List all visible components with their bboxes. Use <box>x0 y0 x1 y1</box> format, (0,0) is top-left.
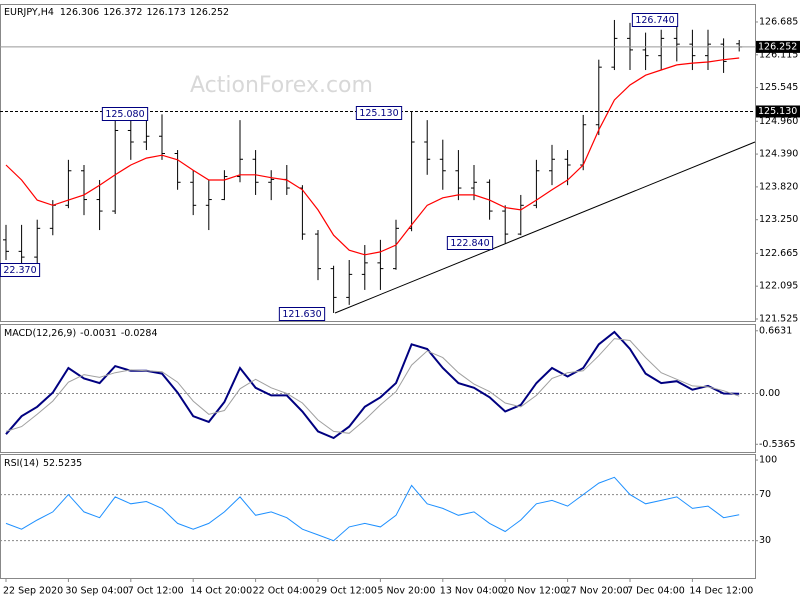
y-tick-label: 123.820 <box>759 181 798 192</box>
macd-title: MACD(12,26,9) <box>4 328 76 339</box>
x-tick-label: 22 Oct 04:00 <box>253 586 315 597</box>
x-tick-label: 7 Oct 12:00 <box>128 586 184 597</box>
moving-average <box>5 57 740 256</box>
symbol: EURJPY,H4 <box>4 7 54 18</box>
annotation: 121.630 <box>282 309 321 320</box>
macd-main-last: -0.0031 <box>80 328 117 339</box>
annotation: 125.130 <box>359 108 398 119</box>
macd-panel <box>0 324 756 453</box>
x-tick-label: 5 Nov 20:00 <box>377 586 435 597</box>
annotation-box <box>355 106 403 120</box>
header-close: 126.252 <box>190 7 229 18</box>
y-tick-label: -0.5365 <box>759 439 796 450</box>
y-tick-label: 126.115 <box>759 49 798 60</box>
rsi-title: RSI(14) <box>4 458 39 469</box>
macd-signal-last: -0.0284 <box>121 328 158 339</box>
x-tick-label: 7 Dec 04:00 <box>627 586 685 597</box>
x-tick-label: 20 Nov 12:00 <box>502 586 566 597</box>
price-label: 126.252 <box>758 41 797 52</box>
y-tick-label: 124.390 <box>759 149 798 160</box>
x-tick-label: 29 Oct 12:00 <box>315 586 377 597</box>
y-tick-label: 125.545 <box>759 82 798 93</box>
annotation: 122.840 <box>450 238 489 249</box>
price-label-box <box>756 40 800 53</box>
y-tick-label: 124.960 <box>759 116 798 127</box>
macd-header: MACD(12,26,9) -0.0031 -0.0284 <box>4 328 158 339</box>
y-tick-label: 30 <box>759 535 771 546</box>
header-open: 126.306 <box>60 7 99 18</box>
x-tick-label: 30 Sep 04:00 <box>65 586 128 597</box>
x-tick-label: 27 Nov 20:00 <box>565 586 629 597</box>
watermark: ActionForex.com <box>190 73 373 98</box>
annotation-box <box>101 107 149 121</box>
y-tick-label: 122.095 <box>759 281 798 292</box>
x-tick-label: 14 Oct 20:00 <box>190 586 252 597</box>
price-panel <box>0 4 756 322</box>
series-line <box>5 476 740 542</box>
y-tick-label: 123.250 <box>759 214 798 225</box>
y-tick-label: 100 <box>759 455 777 466</box>
y-tick-label: 0.6631 <box>759 325 792 336</box>
price-label-box <box>756 105 800 118</box>
annotation-box <box>278 307 326 321</box>
x-tick-label: 13 Nov 04:00 <box>440 586 504 597</box>
y-tick-label: 122.665 <box>759 248 798 259</box>
annotation-box <box>631 13 679 27</box>
annotation: 125.080 <box>105 109 144 120</box>
annotation: 22.370 <box>3 265 36 276</box>
y-tick-label: 121.525 <box>759 313 798 324</box>
y-tick-label: 126.685 <box>759 16 798 27</box>
rsi-panel <box>0 454 756 579</box>
y-tick-label: 0.00 <box>759 388 780 399</box>
price-label: 125.130 <box>758 106 797 117</box>
rsi-header: RSI(14) 52.5235 <box>4 458 82 469</box>
series-line <box>5 338 740 434</box>
annotation: 126.740 <box>635 15 674 26</box>
x-tick-label: 22 Sep 2020 <box>3 586 63 597</box>
header-low: 126.173 <box>146 7 185 18</box>
annotation-box <box>446 236 494 250</box>
rsi-last: 52.5235 <box>43 458 82 469</box>
y-tick-label: 70 <box>759 489 771 500</box>
annotation-box <box>0 263 41 277</box>
trend-line <box>334 141 756 314</box>
header-high: 126.372 <box>103 7 142 18</box>
x-tick-label: 14 Dec 12:00 <box>689 586 753 597</box>
price-header: EURJPY,H4 126.306 126.372 126.173 126.252 <box>4 7 229 18</box>
